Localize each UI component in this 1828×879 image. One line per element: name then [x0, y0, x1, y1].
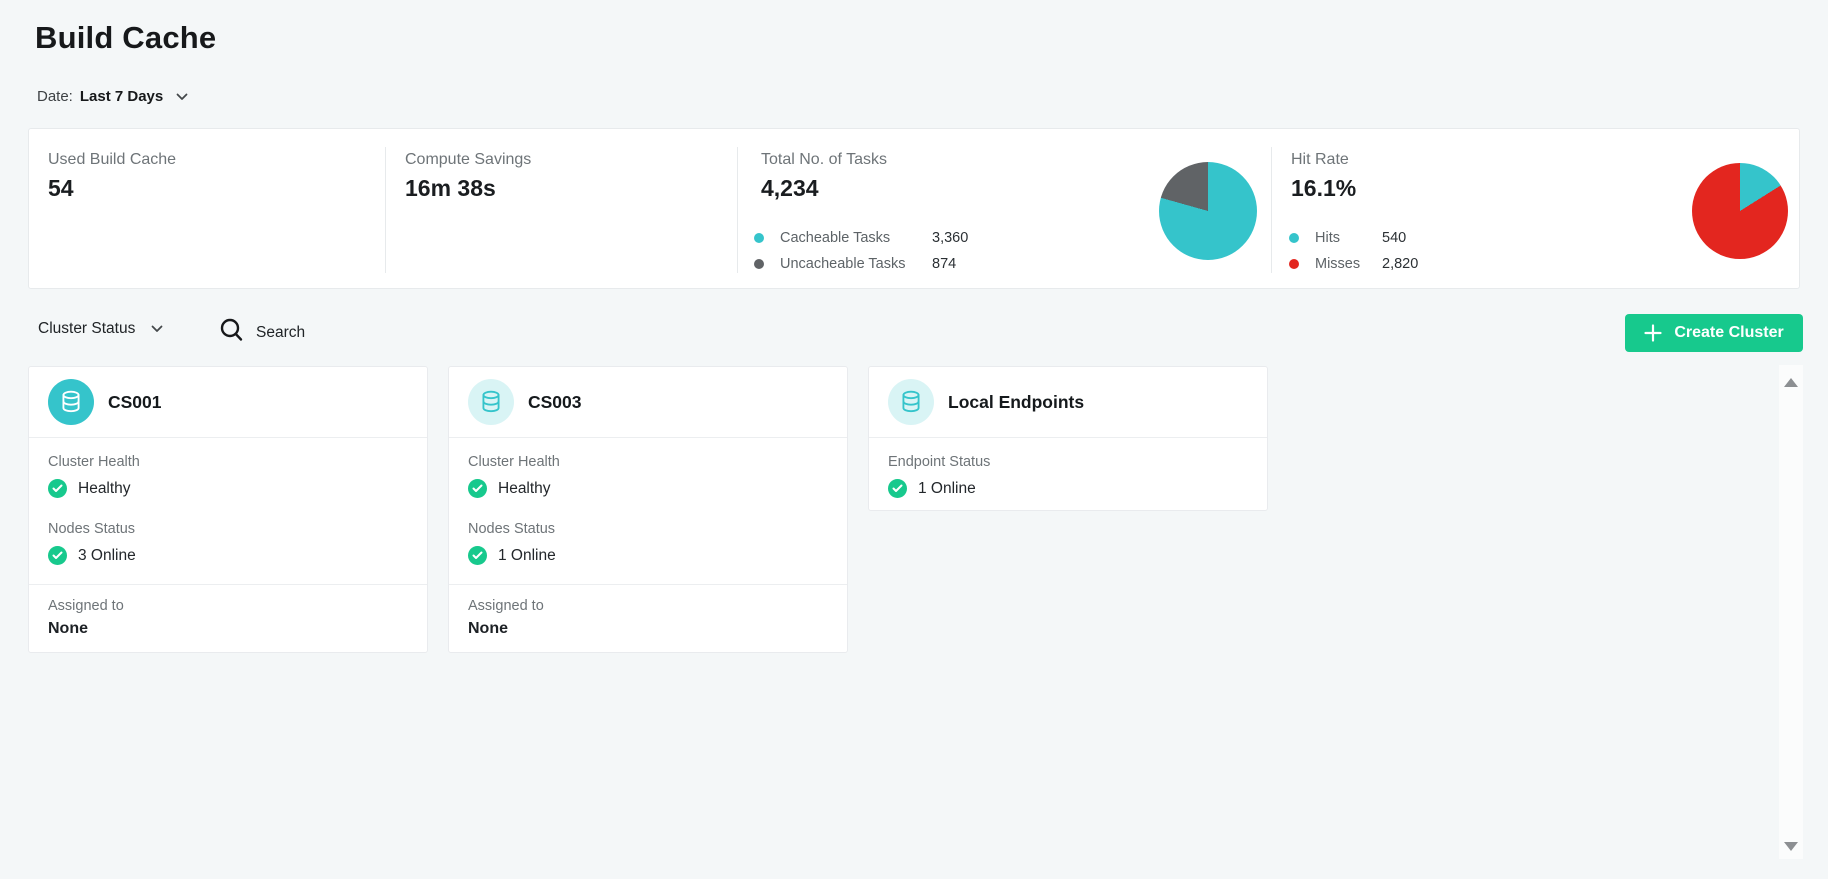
date-filter-label: Date:	[37, 88, 73, 105]
assigned-to-value: None	[48, 620, 88, 637]
stat-used-build-cache: Used Build Cache 54	[48, 151, 176, 202]
date-filter-value: Last 7 Days	[79, 88, 164, 105]
legend-label: Cacheable Tasks	[780, 230, 891, 246]
legend-value: 3,360	[932, 230, 969, 246]
cluster-health-label: Cluster Health	[48, 454, 140, 470]
vertical-scrollbar[interactable]	[1779, 365, 1803, 859]
status-text: 3 Online	[78, 546, 136, 564]
check-circle-icon	[468, 479, 487, 498]
stat-label: Compute Savings	[405, 151, 532, 168]
legend-dot-icon	[754, 233, 764, 243]
search-input[interactable]: Search	[218, 317, 305, 349]
database-icon	[468, 379, 514, 425]
cluster-card-header: CS003	[449, 367, 847, 438]
stat-value: 16m 38s	[405, 175, 496, 201]
cluster-health-status: Healthy	[468, 479, 551, 498]
page-title: Build Cache	[35, 20, 217, 55]
stat-hit-rate: Hit Rate 16.1%	[1291, 151, 1356, 202]
assigned-to-value: None	[468, 620, 508, 637]
tasks-legend: Cacheable Tasks 3,360 Uncacheable Tasks …	[754, 225, 968, 277]
divider	[385, 147, 386, 273]
legend-value: 874	[932, 256, 957, 272]
legend-dot-icon	[1289, 233, 1299, 243]
cluster-card-cs003[interactable]: CS003 Cluster Health Healthy Nodes Statu…	[448, 366, 848, 653]
chevron-down-icon	[151, 320, 163, 338]
divider	[1271, 147, 1272, 273]
legend-dot-icon	[754, 259, 764, 269]
stat-compute-savings: Compute Savings 16m 38s	[405, 151, 531, 202]
legend-value: 2,820	[1382, 256, 1419, 272]
scroll-down-icon[interactable]	[1784, 842, 1798, 851]
status-text: Healthy	[498, 479, 551, 497]
cluster-card-header: CS001	[29, 367, 427, 438]
divider	[737, 147, 738, 273]
status-text: 1 Online	[498, 546, 556, 564]
cluster-health-label: Cluster Health	[468, 454, 560, 470]
stat-label: Total No. of Tasks	[761, 151, 887, 168]
legend-item: Cacheable Tasks 3,360	[754, 225, 968, 251]
cluster-name: Local Endpoints	[948, 391, 1085, 412]
scroll-up-icon[interactable]	[1784, 378, 1798, 387]
stat-total-tasks: Total No. of Tasks 4,234	[761, 151, 887, 202]
check-circle-icon	[888, 479, 907, 498]
cluster-status-dropdown-label: Cluster Status	[38, 320, 136, 337]
plus-icon	[1644, 324, 1662, 342]
stat-value: 54	[48, 175, 74, 201]
nodes-status: 1 Online	[468, 546, 556, 565]
date-filter-dropdown[interactable]: Date: Last 7 Days	[37, 88, 188, 105]
stat-value: 16.1%	[1291, 175, 1357, 201]
stat-label: Used Build Cache	[48, 151, 177, 168]
legend-value: 540	[1382, 230, 1407, 246]
cluster-name: CS003	[528, 391, 582, 412]
cluster-health-status: Healthy	[48, 479, 131, 498]
cluster-card-header: Local Endpoints	[869, 367, 1267, 438]
cluster-card-local-endpoints[interactable]: Local Endpoints Endpoint Status 1 Online	[868, 366, 1268, 511]
legend-label: Misses	[1315, 256, 1361, 272]
cluster-card-cs001[interactable]: CS001 Cluster Health Healthy Nodes Statu…	[28, 366, 428, 653]
nodes-status-label: Nodes Status	[48, 521, 136, 537]
legend-item: Hits 540	[1289, 225, 1418, 251]
divider	[29, 584, 427, 585]
stat-value: 4,234	[761, 175, 819, 201]
legend-dot-icon	[1289, 259, 1299, 269]
search-icon	[218, 317, 245, 349]
chevron-down-icon	[170, 88, 188, 105]
stat-label: Hit Rate	[1291, 151, 1349, 168]
legend-item: Misses 2,820	[1289, 251, 1418, 277]
nodes-status: 3 Online	[48, 546, 136, 565]
cluster-name: CS001	[108, 391, 162, 412]
cluster-status-dropdown[interactable]: Cluster Status	[38, 320, 163, 338]
hit-rate-pie-chart	[1692, 163, 1788, 259]
divider	[449, 584, 847, 585]
check-circle-icon	[48, 546, 67, 565]
tasks-pie-chart	[1159, 162, 1257, 260]
endpoint-status-label: Endpoint Status	[888, 454, 991, 470]
create-cluster-button-label: Create Cluster	[1674, 324, 1784, 341]
legend-label: Uncacheable Tasks	[780, 256, 906, 272]
database-icon	[888, 379, 934, 425]
check-circle-icon	[468, 546, 487, 565]
legend-label: Hits	[1315, 230, 1340, 246]
database-icon	[48, 379, 94, 425]
hit-rate-legend: Hits 540 Misses 2,820	[1289, 225, 1418, 277]
status-text: 1 Online	[918, 479, 976, 497]
nodes-status-label: Nodes Status	[468, 521, 556, 537]
stats-summary-card: Used Build Cache 54 Compute Savings 16m …	[28, 128, 1800, 289]
search-placeholder: Search	[256, 324, 306, 341]
assigned-to-label: Assigned to	[468, 598, 544, 614]
status-text: Healthy	[78, 479, 131, 497]
assigned-to-label: Assigned to	[48, 598, 124, 614]
create-cluster-button[interactable]: Create Cluster	[1625, 314, 1803, 352]
endpoint-status: 1 Online	[888, 479, 976, 498]
check-circle-icon	[48, 479, 67, 498]
legend-item: Uncacheable Tasks 874	[754, 251, 968, 277]
